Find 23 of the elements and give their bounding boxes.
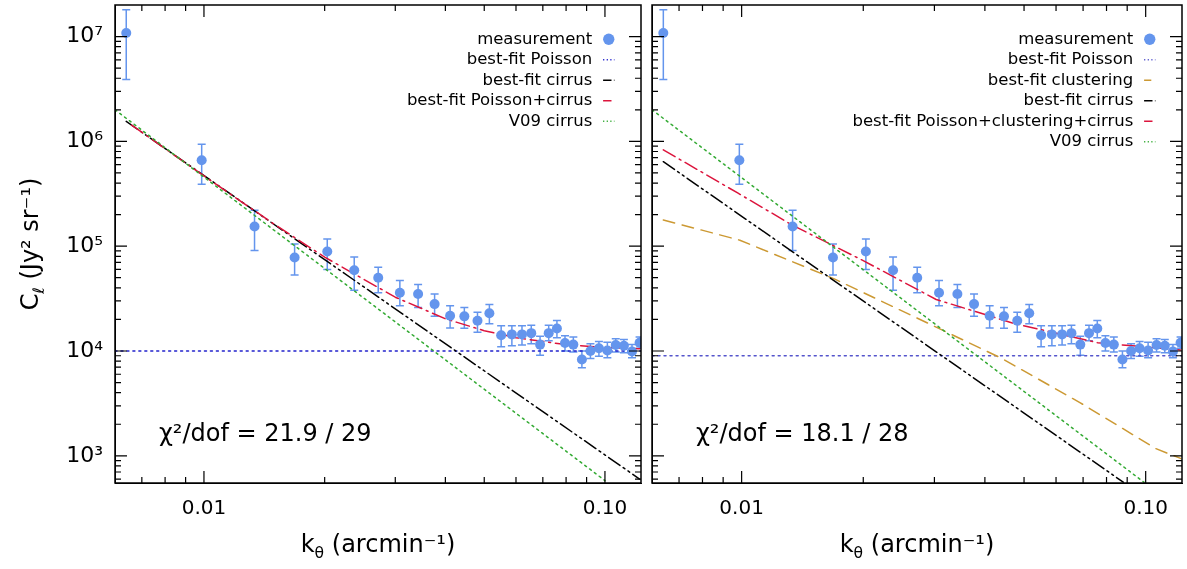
x-tick-label: 0.10 <box>582 495 628 520</box>
legend-label: V09 cirrus <box>1049 131 1134 151</box>
y-axis-title: Cℓ (Jy² sr⁻¹) <box>16 177 48 311</box>
annotation: χ²/dof = 21.9 / 29 <box>159 419 372 447</box>
annotation: χ²/dof = 18.1 / 28 <box>696 419 909 447</box>
legend-label: best-fit Poisson+clustering+cirrus <box>852 110 1134 130</box>
y-tick-label: 10⁵ <box>66 231 103 257</box>
legend-label: V09 cirrus <box>508 110 593 130</box>
legend-label: best-fit Poisson <box>466 49 593 69</box>
y-tick-label: 10⁷ <box>66 22 103 48</box>
legend-label: measurement <box>1018 28 1134 48</box>
y-tick-label: 10³ <box>66 441 103 467</box>
legend-label: measurement <box>477 28 593 48</box>
legend-label: best-fit clustering <box>987 69 1134 89</box>
legend-label: best-fit Poisson+cirrus <box>406 90 593 110</box>
y-tick-label: 10⁶ <box>66 127 104 153</box>
legend-label: best-fit cirrus <box>1023 90 1134 110</box>
legend-label: best-fit Poisson <box>1007 49 1134 69</box>
y-tick-label: 10⁴ <box>66 336 104 362</box>
legend-label: best-fit cirrus <box>482 69 593 89</box>
x-tick-label: 0.10 <box>1123 495 1168 520</box>
x-tick-label: 0.01 <box>719 495 764 520</box>
x-tick-label: 0.01 <box>181 495 227 520</box>
